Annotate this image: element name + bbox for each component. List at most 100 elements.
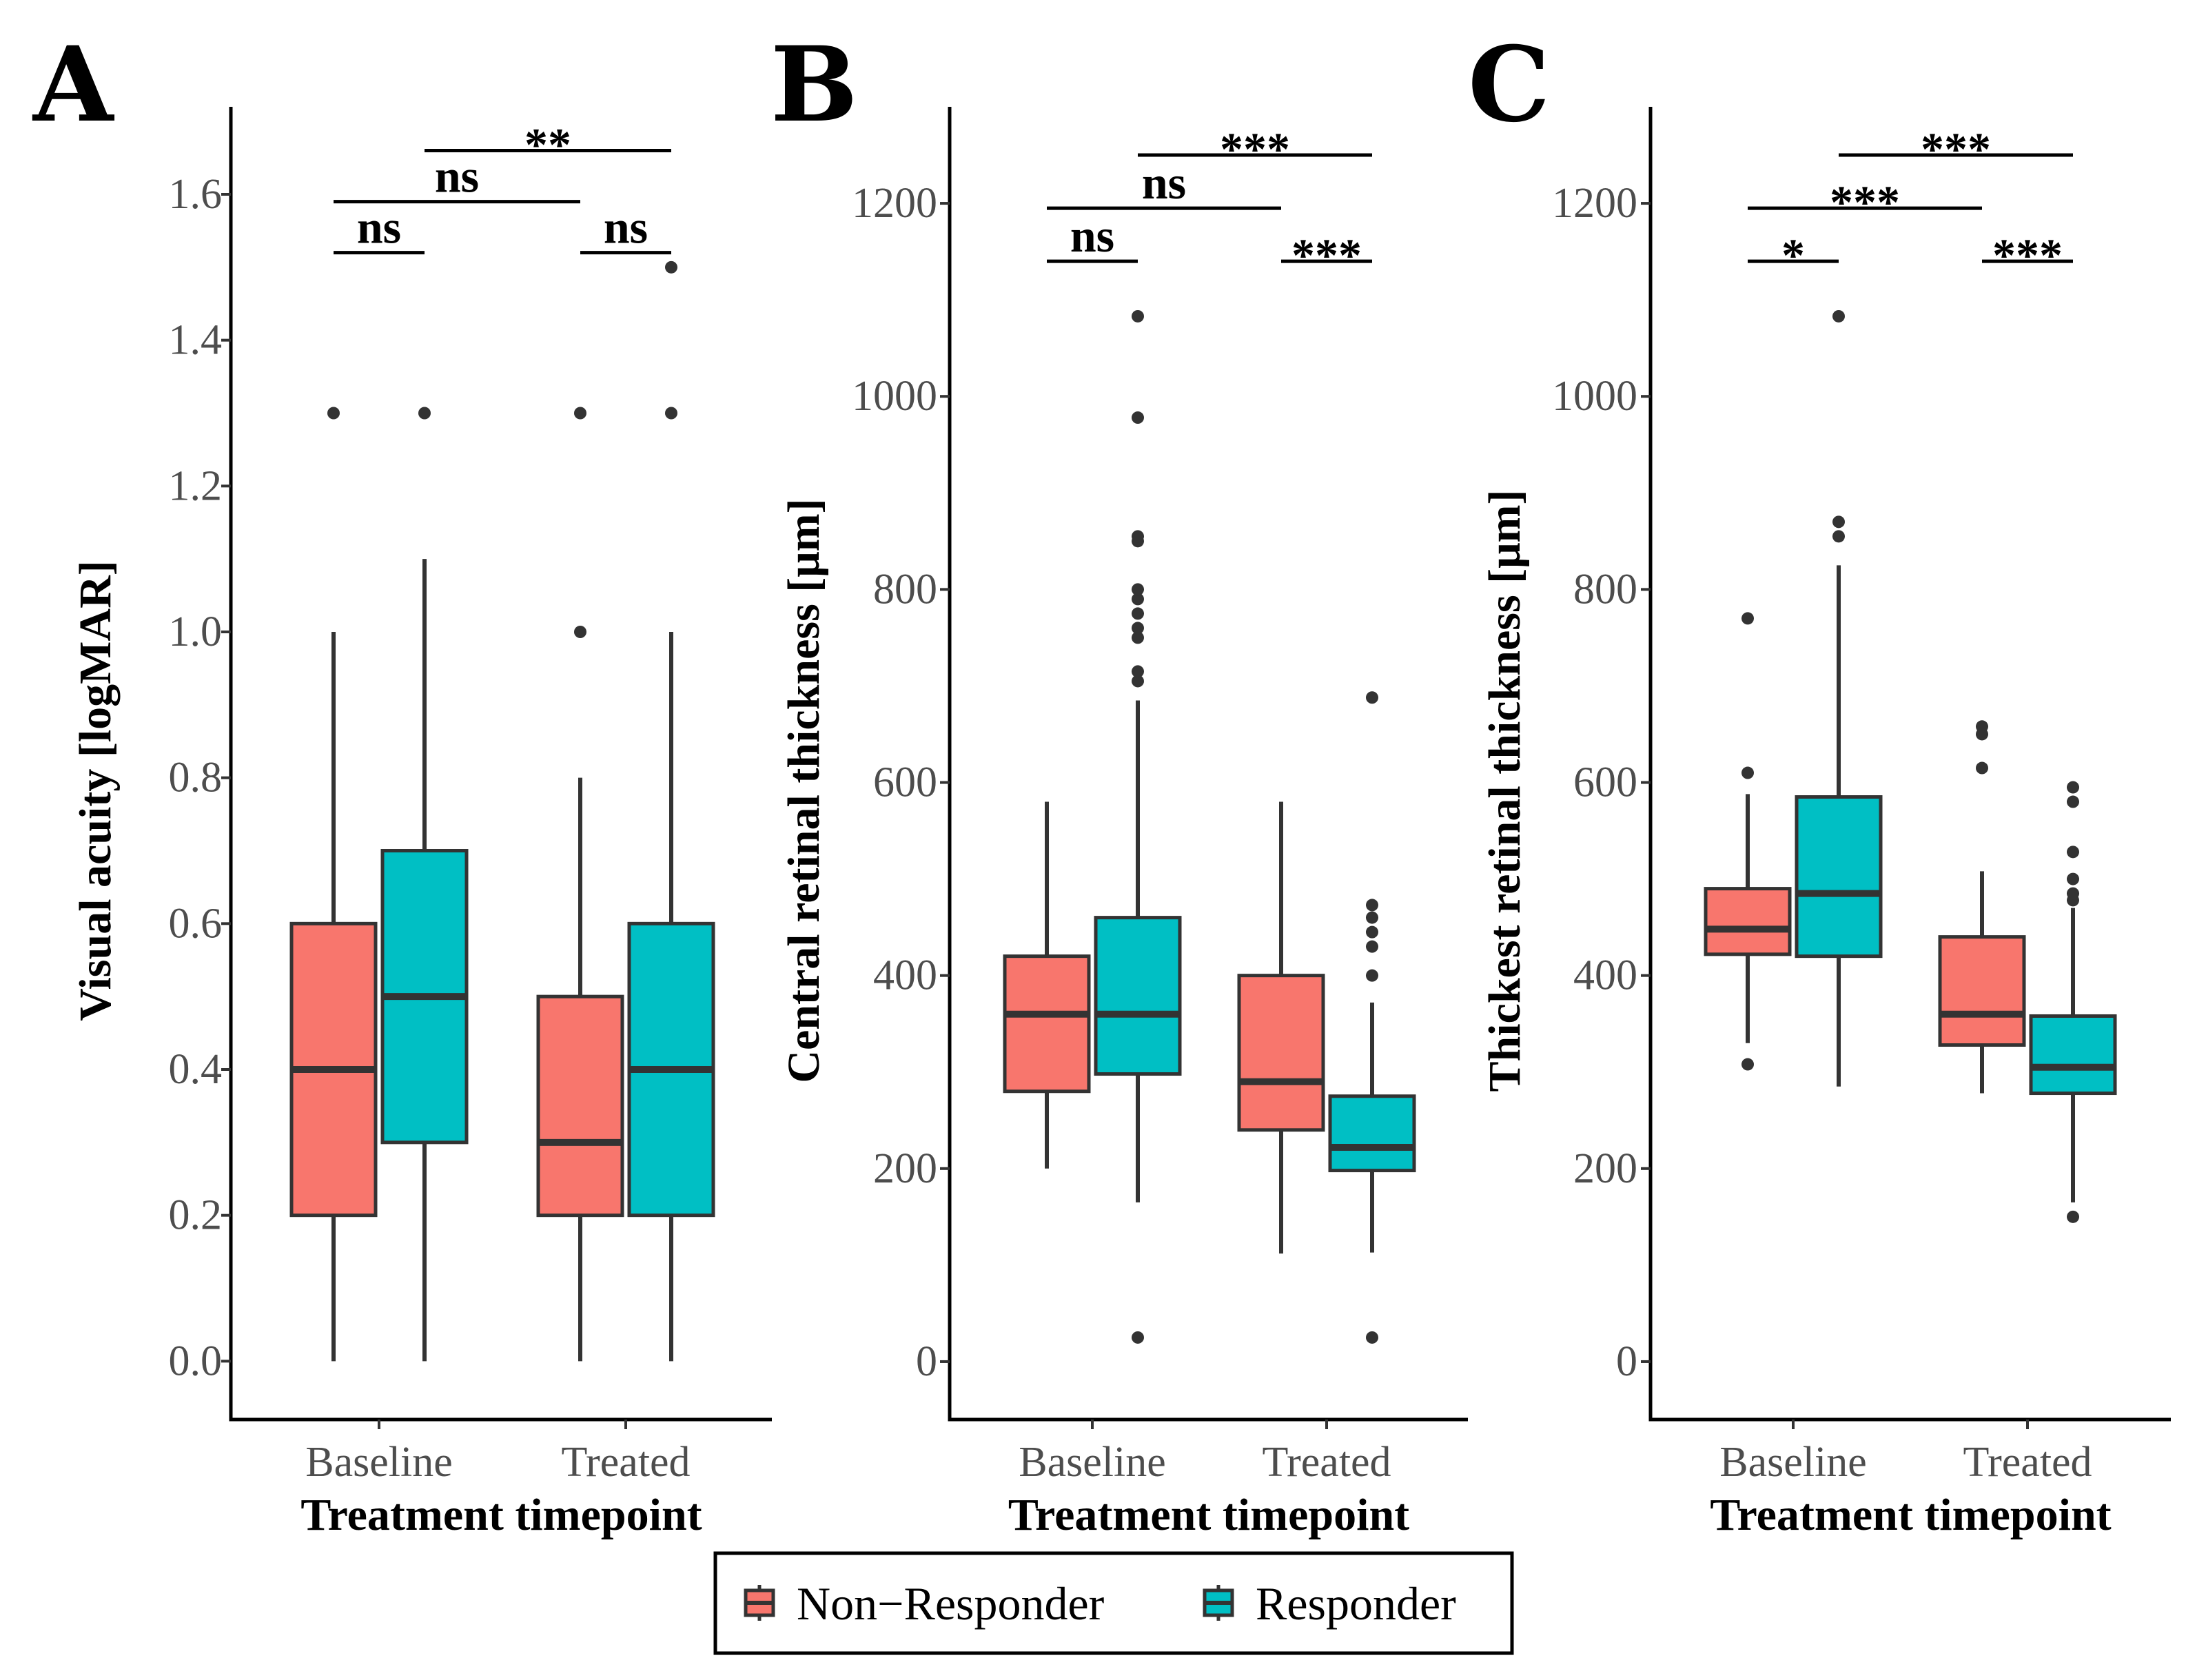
outlier-point (1366, 899, 1378, 912)
significance-label: *** (1220, 123, 1290, 175)
significance-annotation: ns (1047, 156, 1281, 210)
y-tick-label: 0 (1616, 1338, 1637, 1385)
box-nonresponder-baseline (1704, 612, 1792, 1071)
box-nonresponder-baseline (1003, 801, 1091, 1169)
outlier-point (2067, 1210, 2079, 1223)
outlier-point (327, 407, 340, 420)
iqr-box (536, 994, 624, 1218)
significance-label: ns (357, 201, 401, 254)
y-tick-label: 1.0 (169, 608, 223, 655)
iqr-box (1938, 935, 2026, 1047)
panel-letter: A (32, 24, 115, 145)
outlier-point (1832, 530, 1845, 543)
y-tick-label: 200 (1573, 1145, 1637, 1192)
iqr-box (1328, 1094, 1416, 1173)
outlier-point (1366, 969, 1378, 982)
box-nonresponder-treated (536, 407, 624, 1362)
y-tick-label: 400 (873, 952, 937, 999)
panel-c: C 0 200 400 600 800 1000 1200 Baseline TreatedTre… (1468, 24, 2171, 1540)
x-axis-title: Treatment timepoint (1008, 1490, 1409, 1540)
outlier-point (1132, 583, 1144, 596)
iqr-box (1003, 954, 1091, 1094)
outlier-point (1366, 925, 1378, 939)
axis-lines (1648, 107, 2171, 1422)
box-nonresponder-baseline (289, 407, 378, 1362)
y-tick-label: 800 (1573, 566, 1637, 613)
outlier-point (2067, 846, 2079, 859)
box-responder-baseline (380, 407, 469, 1362)
outlier-point (665, 407, 677, 420)
iqr-box (1795, 795, 1883, 959)
outlier-point (574, 626, 586, 638)
outlier-point (1976, 761, 1988, 775)
box-nonresponder-treated (1237, 801, 1325, 1254)
y-tick-label: 1.2 (169, 462, 223, 509)
iqr-box (1237, 974, 1325, 1132)
y-axis-title: Thickest retinal thickness [μm] (1480, 489, 1530, 1092)
outlier-point (2067, 781, 2079, 794)
outlier-point (665, 260, 677, 274)
y-tick-label: 800 (873, 566, 937, 613)
y-tick-label: 1200 (1552, 180, 1637, 227)
y-tick-label: 1.4 (169, 317, 223, 364)
significance-label: ns (1070, 209, 1114, 262)
x-tick-label: Baseline (1719, 1439, 1867, 1486)
outlier-point (1132, 607, 1144, 620)
significance-label: ns (604, 201, 648, 254)
significance-label: *** (1921, 123, 1991, 175)
outlier-point (1132, 530, 1144, 543)
outlier-point (1366, 940, 1378, 953)
outlier-point (1366, 911, 1378, 924)
y-tick-label: 0.0 (169, 1338, 223, 1384)
x-tick-label: Treated (561, 1439, 690, 1486)
box-responder-baseline (1795, 309, 1883, 1087)
legend-item-non-responder: Non−Responder (744, 1577, 1105, 1630)
x-tick-label: Baseline (1019, 1439, 1166, 1486)
significance-label: *** (1992, 229, 2063, 281)
iqr-box (1094, 916, 1182, 1076)
y-axis-title: Visual acuity [logMAR] (70, 560, 121, 1021)
panel-letter: B (770, 24, 858, 145)
outlier-point (1366, 691, 1378, 704)
box-nonresponder-treated (1938, 720, 2026, 1094)
significance-annotation: ns (334, 150, 580, 204)
significance-annotation: ns (1047, 209, 1138, 263)
significance-annotation: *** (1839, 123, 2073, 175)
iqr-box (1704, 887, 1792, 956)
significance-label: ns (435, 150, 479, 203)
y-tick-label: 0 (916, 1338, 937, 1385)
outlier-point (418, 407, 431, 420)
y-tick-label: 400 (1573, 952, 1637, 999)
outlier-point (1132, 1331, 1144, 1344)
significance-annotation: *** (1281, 229, 1372, 281)
outlier-point (1132, 411, 1144, 424)
significance-annotation: ns (580, 201, 671, 255)
significance-annotation: *** (1748, 176, 1982, 228)
y-tick-label: 0.6 (169, 900, 223, 947)
y-tick-label: 600 (873, 759, 937, 806)
y-tick-label: 200 (873, 1145, 937, 1192)
panel-b: B 0 200 400 600 800 1000 1200 Baseline TreatedTre… (770, 24, 1468, 1540)
x-axis-title: Treatment timepoint (300, 1490, 702, 1540)
outlier-point (1132, 631, 1144, 644)
significance-label: *** (1830, 176, 1900, 228)
box-responder-treated (2029, 781, 2117, 1223)
outlier-point (1976, 720, 1988, 733)
outlier-point (1132, 622, 1144, 635)
y-tick-label: 0.4 (169, 1046, 223, 1093)
outlier-point (1132, 593, 1144, 606)
x-tick-label: Treated (1262, 1439, 1391, 1486)
significance-label: * (1781, 229, 1805, 281)
significance-label: ns (1142, 156, 1186, 209)
axis-lines (229, 107, 772, 1422)
significance-annotation: *** (1138, 123, 1372, 175)
outlier-point (1741, 1058, 1754, 1071)
outlier-point (1132, 309, 1144, 322)
outlier-point (2067, 872, 2079, 885)
panel-letter: C (1468, 24, 1550, 145)
legend: Non−Responder Responder (713, 1551, 1514, 1655)
legend-label-non-responder: Non−Responder (797, 1577, 1105, 1630)
y-axis-title: Central retinal thickness [μm] (779, 498, 829, 1083)
